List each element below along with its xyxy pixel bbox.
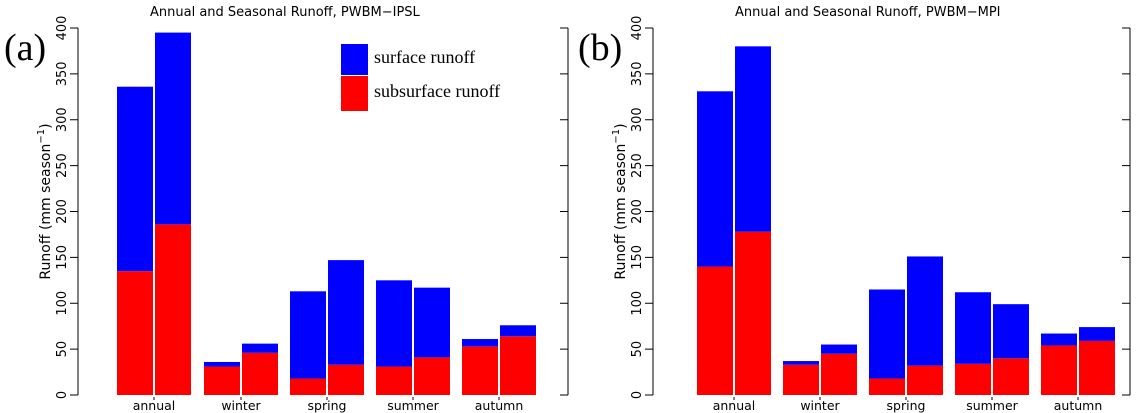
- bar-surface-summer-1: [955, 292, 991, 364]
- bar-subsurface-annual-2: [735, 231, 771, 395]
- x-tick-label: summer: [966, 398, 1018, 413]
- bar-subsurface-spring-1: [290, 378, 326, 395]
- x-tick-label: autumn: [1054, 398, 1103, 413]
- y-tick-label: 400: [630, 16, 645, 41]
- legend-label-subsurface: subsurface runoff: [374, 81, 500, 101]
- y-tick-label: 300: [630, 107, 645, 132]
- panel-label: (a): [4, 27, 46, 69]
- x-tick-label: annual: [713, 398, 756, 413]
- y-tick-label: 400: [55, 16, 70, 41]
- y-axis-label: Runoff (mm season−1): [36, 123, 54, 279]
- bar-subsurface-summer-1: [955, 363, 991, 395]
- bar-subsurface-summer-1: [376, 366, 412, 395]
- bar-surface-spring-1: [290, 291, 326, 379]
- bar-subsurface-autumn-2: [1079, 340, 1115, 395]
- bar-surface-autumn-2: [500, 325, 536, 337]
- bar-surface-winter-1: [204, 361, 240, 367]
- panel-label: (b): [578, 27, 622, 69]
- bar-surface-summer-1: [376, 280, 412, 367]
- y-tick-label: 100: [55, 291, 70, 316]
- y-tick-label: 200: [55, 199, 70, 224]
- bar-surface-annual-1: [117, 86, 153, 272]
- bar-subsurface-winter-1: [204, 366, 240, 395]
- bar-subsurface-summer-2: [993, 358, 1029, 395]
- bar-surface-winter-2: [242, 343, 278, 353]
- bar-subsurface-spring-1: [869, 378, 905, 395]
- bar-surface-annual-2: [155, 32, 191, 225]
- bar-subsurface-annual-1: [697, 266, 733, 395]
- bar-surface-autumn-1: [1041, 333, 1077, 346]
- x-tick-label: winter: [800, 398, 840, 413]
- y-tick-label: 0: [630, 391, 645, 399]
- y-tick-label: 50: [55, 341, 70, 358]
- chart-title: Annual and Seasonal Runoff, PWBM−IPSL: [150, 5, 421, 20]
- bar-subsurface-annual-1: [117, 271, 153, 395]
- y-tick-label: 300: [55, 107, 70, 132]
- chart-panel-b: (b) Annual and Seasonal Runoff, PWBM−MPI 0…: [578, 5, 1131, 413]
- bar-surface-annual-1: [697, 91, 733, 267]
- y-tick-label: 200: [630, 199, 645, 224]
- chart-title: Annual and Seasonal Runoff, PWBM−MPI: [735, 5, 1001, 20]
- legend-swatch-surface: [341, 44, 368, 75]
- y-axis-label: Runoff (mm season−1): [611, 123, 629, 279]
- bar-subsurface-annual-2: [155, 224, 191, 395]
- bar-surface-spring-1: [869, 289, 905, 379]
- bar-subsurface-spring-2: [907, 365, 943, 395]
- legend-label-surface: surface runoff: [374, 47, 475, 67]
- y-tick-label: 150: [630, 245, 645, 270]
- bar-surface-autumn-1: [462, 339, 498, 347]
- y-tick-label: 50: [630, 341, 645, 358]
- bar-subsurface-autumn-1: [462, 346, 498, 395]
- bar-surface-summer-2: [414, 287, 450, 358]
- chart-panel-a: (a) Annual and Seasonal Runoff, PWBM−IPSL…: [4, 5, 569, 413]
- bar-surface-spring-2: [328, 260, 364, 365]
- bar-surface-annual-2: [735, 46, 771, 232]
- bar-subsurface-winter-2: [242, 352, 278, 395]
- x-tick-label: summer: [387, 398, 439, 413]
- legend: surface runoff subsurface runoff: [341, 44, 500, 111]
- bar-subsurface-spring-2: [328, 364, 364, 395]
- x-tick-label: spring: [308, 398, 347, 413]
- y-tick-label: 250: [630, 153, 645, 178]
- bar-subsurface-autumn-1: [1041, 345, 1077, 395]
- y-tick-label: 0: [55, 391, 70, 399]
- bar-surface-spring-2: [907, 256, 943, 366]
- bar-surface-winter-2: [821, 344, 857, 354]
- y-tick-label: 350: [55, 61, 70, 86]
- bar-subsurface-winter-1: [783, 364, 819, 395]
- bar-subsurface-summer-2: [414, 357, 450, 395]
- y-tick-label: 350: [630, 61, 645, 86]
- bar-surface-autumn-2: [1079, 327, 1115, 341]
- x-tick-label: autumn: [475, 398, 524, 413]
- legend-swatch-subsurface: [341, 76, 368, 111]
- bar-surface-winter-1: [783, 361, 819, 365]
- bar-subsurface-winter-2: [821, 353, 857, 395]
- y-tick-label: 100: [630, 291, 645, 316]
- x-tick-label: annual: [133, 398, 176, 413]
- bar-surface-summer-2: [993, 304, 1029, 359]
- bar-subsurface-autumn-2: [500, 336, 536, 395]
- y-tick-label: 250: [55, 153, 70, 178]
- y-tick-label: 150: [55, 245, 70, 270]
- x-tick-label: winter: [221, 398, 261, 413]
- x-tick-label: spring: [887, 398, 926, 413]
